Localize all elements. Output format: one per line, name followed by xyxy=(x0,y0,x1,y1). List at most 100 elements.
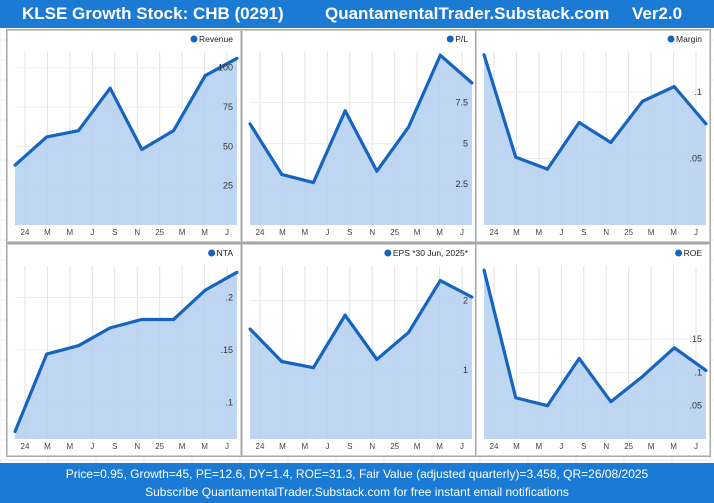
pl-x-tick-label: M xyxy=(302,228,309,237)
nta-point xyxy=(140,317,144,321)
roe-line xyxy=(482,269,707,408)
pl-x-tick-label: J xyxy=(325,228,329,237)
pl-x-tick-label: 24 xyxy=(256,228,265,237)
nta-x-tick-label: J xyxy=(90,442,94,451)
pl-point xyxy=(375,169,379,173)
eps-x-tick-label: J xyxy=(325,442,329,451)
eps-y-tick-label: 1 xyxy=(463,365,468,375)
pl-legend-label: P/L xyxy=(455,34,468,44)
roe-point xyxy=(672,346,676,350)
version-label: Ver2.0 xyxy=(632,4,683,23)
margin-x-tick-label: N xyxy=(603,228,609,237)
margin-line xyxy=(482,54,708,171)
margin-point xyxy=(704,122,708,126)
revenue-point xyxy=(13,163,17,167)
eps-x-tick-label: S xyxy=(347,442,352,451)
revenue-point xyxy=(235,56,239,60)
revenue-x-tick-label: M xyxy=(44,228,51,237)
margin-point xyxy=(672,85,676,89)
pl-y-tick-label: 5 xyxy=(463,138,468,148)
roe-y-tick-label: .1 xyxy=(694,367,702,377)
eps-point xyxy=(375,357,379,361)
margin-x-tick-label: J xyxy=(694,228,698,237)
margin-x-tick-label: M xyxy=(670,228,677,237)
roe-x-tick-label: J xyxy=(694,442,698,451)
summary-metrics: Price=0.95, Growth=45, PE=12.6, DY=1.4, … xyxy=(65,467,649,481)
revenue-line xyxy=(13,56,238,167)
margin-legend-marker xyxy=(667,35,675,43)
title-bar: KLSE Growth Stock: CHB (0291) Quantament… xyxy=(0,0,714,28)
roe-area xyxy=(484,269,706,439)
nta-x-tick-label: M xyxy=(179,442,186,451)
nta-legend-label: NTA xyxy=(217,248,234,258)
pl-line xyxy=(248,53,474,185)
revenue-x-tick-label: M xyxy=(201,228,208,237)
eps-x-tick-label: M xyxy=(436,442,443,451)
nta-point xyxy=(108,326,112,330)
eps-x-tick-label: N xyxy=(369,442,375,451)
pl-y-tick-label: 7.5 xyxy=(455,98,468,108)
pl-x-tick-label: M xyxy=(414,228,421,237)
eps-legend-label: EPS *30 Jun, 2025* xyxy=(393,248,469,258)
nta-point xyxy=(76,344,80,348)
revenue-x-tick-label: 24 xyxy=(21,228,30,237)
revenue-x-tick-label: M xyxy=(67,228,74,237)
roe-x-tick-label: M xyxy=(648,442,655,451)
eps-chart: 24 M M J S N 25 M M J 1 2 EPS *30 Jun, 2025* xyxy=(248,248,474,451)
eps-point xyxy=(438,279,442,283)
eps-point xyxy=(407,330,411,334)
nta-x-tick-label: S xyxy=(112,442,117,451)
revenue-y-tick-label: 100 xyxy=(218,63,233,73)
nta-point xyxy=(203,288,207,292)
pl-x-tick-label: 25 xyxy=(390,228,399,237)
eps-line xyxy=(248,278,473,370)
nta-x-tick-label: J xyxy=(225,442,229,451)
subscribe-note: Subscribe QuantamentalTrader.Substack.co… xyxy=(145,485,569,499)
eps-x-tick-label: J xyxy=(460,442,464,451)
roe-legend-marker xyxy=(675,249,683,257)
revenue-x-tick-label: S xyxy=(112,228,117,237)
page-title: KLSE Growth Stock: CHB (0291) xyxy=(22,4,284,23)
pl-point xyxy=(311,181,315,185)
eps-y-tick-label: 2 xyxy=(463,296,468,306)
roe-x-tick-label: M xyxy=(670,442,677,451)
margin-x-tick-label: 25 xyxy=(624,228,633,237)
roe-x-tick-label: 25 xyxy=(624,442,633,451)
nta-line xyxy=(13,270,238,433)
revenue-point xyxy=(76,129,80,133)
nta-y-tick-label: .1 xyxy=(225,397,233,407)
pl-y-tick-label: 2.5 xyxy=(455,179,468,189)
revenue-legend-marker xyxy=(190,35,198,43)
pl-point xyxy=(248,122,252,126)
revenue-x-tick-label: M xyxy=(179,228,186,237)
margin-point xyxy=(641,99,645,103)
pl-point xyxy=(407,125,411,129)
revenue-y-tick-label: 75 xyxy=(223,102,233,112)
nta-x-tick-label: M xyxy=(44,442,51,451)
nta-y-tick-label: .2 xyxy=(225,292,233,302)
pl-point xyxy=(470,81,474,85)
eps-chart-panel: 24 M M J S N 25 M M J 1 2 EPS *30 Jun, 2025* xyxy=(241,243,477,457)
pl-x-tick-label: N xyxy=(369,228,375,237)
margin-x-tick-label: J xyxy=(559,228,563,237)
roe-chart-panel: 24 M M J S N 25 M M J .05 .1 .15 ROE xyxy=(475,243,711,457)
pl-point xyxy=(280,172,284,176)
nta-x-tick-label: M xyxy=(201,442,208,451)
margin-chart: 24 M M J S N 25 M M J .05 .1 Margin xyxy=(482,34,708,237)
revenue-x-tick-label: N xyxy=(134,228,140,237)
margin-area xyxy=(484,54,706,226)
margin-chart-panel: 24 M M J S N 25 M M J .05 .1 Margin xyxy=(475,29,711,243)
revenue-point xyxy=(172,129,176,133)
pl-chart: 24 M M J S N 25 M M J 2.5 5 7.5 P/L xyxy=(248,34,474,237)
revenue-x-tick-label: J xyxy=(225,228,229,237)
eps-point xyxy=(470,295,474,299)
eps-legend-marker xyxy=(384,249,392,257)
revenue-point xyxy=(140,148,144,152)
revenue-point xyxy=(45,135,49,139)
eps-point xyxy=(343,313,347,317)
revenue-x-tick-label: J xyxy=(90,228,94,237)
eps-x-tick-label: M xyxy=(414,442,421,451)
pl-area xyxy=(250,55,472,225)
revenue-area xyxy=(15,58,237,225)
revenue-legend-label: Revenue xyxy=(199,34,233,44)
